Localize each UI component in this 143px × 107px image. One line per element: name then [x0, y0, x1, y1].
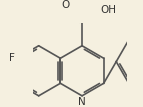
Text: F: F: [9, 53, 15, 63]
Text: O: O: [61, 0, 69, 10]
Text: OH: OH: [101, 5, 117, 15]
Text: N: N: [78, 97, 86, 107]
